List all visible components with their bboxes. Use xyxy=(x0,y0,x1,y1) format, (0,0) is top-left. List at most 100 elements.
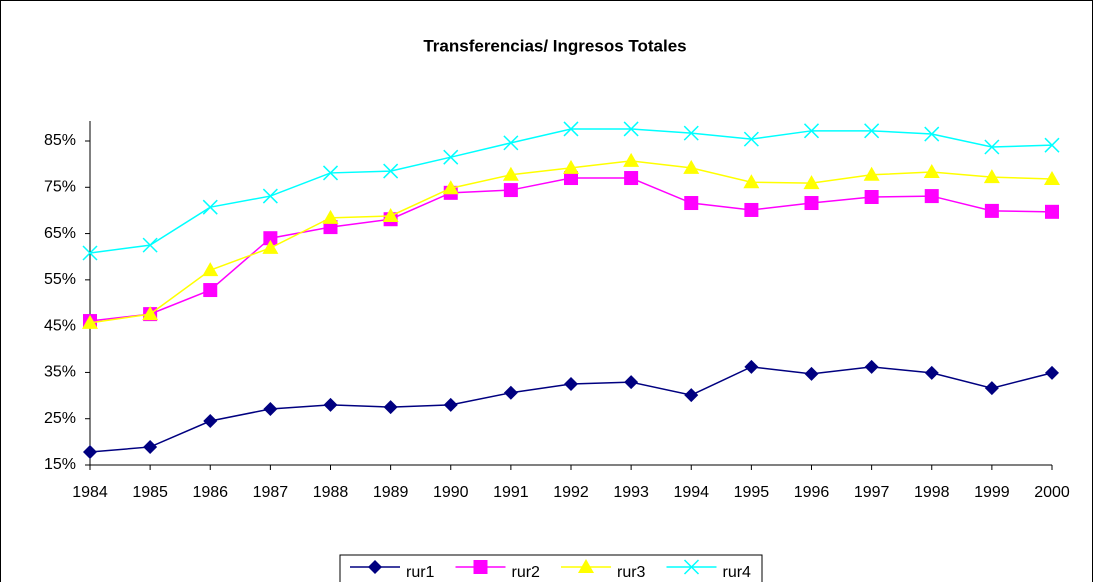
x-tick-label: 1990 xyxy=(433,484,469,501)
x-tick-label: 1993 xyxy=(613,484,649,501)
point xyxy=(83,445,97,460)
point xyxy=(502,166,519,181)
point xyxy=(743,174,760,189)
x-tick-label: 1989 xyxy=(373,484,409,501)
point xyxy=(864,359,879,374)
y-tick-label: 45% xyxy=(44,317,76,334)
x-tick-label: 1997 xyxy=(854,484,890,501)
point xyxy=(803,175,820,190)
point xyxy=(382,207,399,222)
chart-title: Transferencias/ Ingresos Totales xyxy=(423,36,686,55)
x-tick-label: 1998 xyxy=(914,484,950,501)
point xyxy=(924,365,939,380)
point xyxy=(262,188,278,204)
point xyxy=(984,203,999,218)
x-tick-label: 1995 xyxy=(734,484,770,501)
point xyxy=(804,196,819,211)
point xyxy=(323,397,338,412)
point xyxy=(263,401,278,416)
x-tick-label: 1988 xyxy=(313,484,349,501)
point xyxy=(624,171,639,186)
point xyxy=(143,439,158,454)
y-tick-label: 75% xyxy=(44,179,76,196)
point xyxy=(503,183,518,198)
point xyxy=(864,190,879,205)
point xyxy=(203,283,218,298)
point xyxy=(322,165,339,181)
point xyxy=(864,123,880,139)
point xyxy=(1044,137,1060,153)
point xyxy=(503,385,518,400)
point xyxy=(503,135,519,151)
point xyxy=(804,366,819,381)
point xyxy=(624,375,639,390)
x-tick-label: 1996 xyxy=(794,484,830,501)
x-tick-label: 1991 xyxy=(493,484,529,501)
x-tick-label: 1985 xyxy=(132,484,168,501)
point xyxy=(82,245,98,261)
point xyxy=(564,171,578,186)
point xyxy=(263,231,278,246)
point xyxy=(744,359,759,374)
point xyxy=(142,237,158,253)
point xyxy=(564,377,578,391)
point xyxy=(383,163,399,179)
point xyxy=(923,164,940,179)
point xyxy=(368,560,382,574)
point xyxy=(744,202,759,217)
point xyxy=(1045,365,1059,380)
point xyxy=(803,123,820,139)
point xyxy=(322,209,339,224)
y-tick-label: 35% xyxy=(44,364,76,381)
point xyxy=(383,400,398,415)
x-tick-label: 1999 xyxy=(974,484,1010,501)
point xyxy=(203,414,218,429)
point xyxy=(683,125,699,141)
x-tick-label: 2000 xyxy=(1034,484,1070,501)
point xyxy=(683,559,700,575)
point xyxy=(984,381,999,396)
legend-label: rur4 xyxy=(723,564,752,581)
point xyxy=(443,397,458,412)
point xyxy=(983,169,1000,184)
legend-box xyxy=(339,554,763,584)
point xyxy=(684,196,699,211)
point xyxy=(984,139,1000,155)
point xyxy=(684,388,699,403)
y-tick-label: 15% xyxy=(44,456,76,473)
point xyxy=(1045,204,1059,219)
y-tick-label: 25% xyxy=(44,410,76,427)
x-tick-label: 1986 xyxy=(192,484,228,501)
legend-label: rur1 xyxy=(406,564,435,581)
point xyxy=(563,159,579,174)
point xyxy=(1044,170,1060,185)
point xyxy=(743,131,759,147)
point xyxy=(623,121,639,137)
y-tick-label: 65% xyxy=(44,225,76,242)
x-tick-label: 1987 xyxy=(253,484,289,501)
point xyxy=(563,121,579,137)
point xyxy=(578,559,594,573)
point xyxy=(202,199,218,215)
point xyxy=(262,239,279,254)
point xyxy=(202,262,219,277)
point xyxy=(142,306,159,321)
point xyxy=(473,560,488,574)
x-tick-label: 1984 xyxy=(72,484,108,501)
x-tick-label: 1992 xyxy=(553,484,589,501)
point xyxy=(442,180,459,195)
y-tick-label: 85% xyxy=(44,132,76,149)
point xyxy=(924,126,940,142)
y-tick-label: 55% xyxy=(44,271,76,288)
point xyxy=(623,152,640,167)
x-tick-label: 1994 xyxy=(673,484,709,501)
point xyxy=(924,189,939,204)
legend-label: rur3 xyxy=(617,564,646,581)
legend-label: rur2 xyxy=(512,564,541,581)
point xyxy=(82,314,98,329)
point xyxy=(443,149,459,165)
point xyxy=(683,159,700,174)
point xyxy=(863,166,880,181)
